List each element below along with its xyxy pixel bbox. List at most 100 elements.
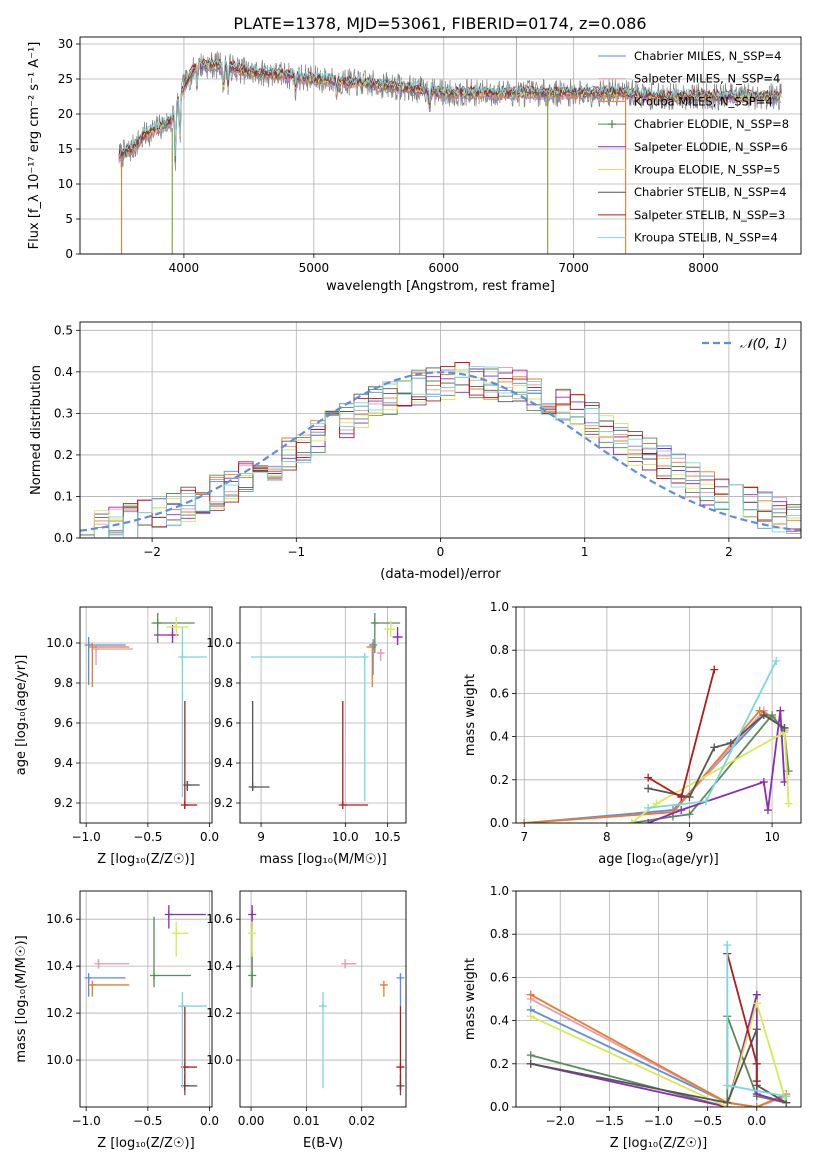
weight-point bbox=[768, 711, 777, 719]
weight-point bbox=[784, 799, 793, 808]
y-axis-label: age [log₁₀(age/yr)] bbox=[14, 655, 29, 776]
weight-point bbox=[644, 773, 653, 782]
x-tick-label: 0.00 bbox=[238, 1114, 265, 1128]
x-tick-label: 4000 bbox=[169, 261, 200, 275]
model-line bbox=[118, 58, 782, 157]
y-tick-label: 10.6 bbox=[206, 912, 233, 926]
weight-point bbox=[520, 819, 529, 823]
y-tick-label: 0.1 bbox=[54, 489, 73, 503]
y-tick-label: 1.0 bbox=[490, 600, 509, 614]
weight-point bbox=[677, 793, 686, 802]
y-tick-label: 0.4 bbox=[490, 730, 509, 744]
weight-line bbox=[530, 993, 787, 1107]
x-axis-label: Z [log₁₀(Z/Z☉)] bbox=[610, 1136, 707, 1151]
y-tick-label: 9.2 bbox=[214, 796, 233, 810]
axes-frame bbox=[239, 890, 407, 1108]
weight-point bbox=[526, 990, 535, 999]
weight-point bbox=[776, 706, 785, 715]
ebv-vs-mass-panel: 0.00 0.01 0.02 10.0 10.2 10.4 10.6 E(B-V) bbox=[206, 890, 407, 1151]
scatter-point bbox=[180, 801, 189, 809]
x-tick-label: 7 bbox=[520, 830, 528, 844]
y-tick-label: 10.0 bbox=[46, 636, 73, 650]
axes-frame bbox=[79, 36, 802, 255]
weight-line bbox=[524, 709, 773, 823]
plot-area bbox=[520, 657, 793, 823]
x-tick-label: 10.5 bbox=[374, 830, 401, 844]
x-tick-label: −0.5 bbox=[133, 830, 162, 844]
scatter-point bbox=[319, 1002, 327, 1011]
y-tick-label: 0.2 bbox=[490, 1057, 509, 1071]
scatter-point bbox=[172, 929, 181, 938]
legend-label: Chabrier STELIB, N_SSP=4 bbox=[634, 185, 786, 199]
scatter-point bbox=[84, 641, 93, 649]
scatter-point bbox=[168, 631, 177, 639]
plot-area bbox=[248, 905, 405, 1096]
plot-area bbox=[80, 361, 801, 538]
scatter-point bbox=[88, 643, 97, 651]
y-tick-label: 10.6 bbox=[46, 912, 73, 926]
x-tick-label: 9 bbox=[686, 830, 694, 844]
y-axis-label: mass [log₁₀(M/M☉)] bbox=[14, 935, 29, 1062]
grid bbox=[80, 607, 212, 823]
grid bbox=[240, 607, 406, 823]
x-axis-label: wavelength [Angstrom, rest frame] bbox=[326, 279, 555, 294]
scatter-point bbox=[369, 641, 378, 649]
legend-label: Salpeter ELODIE, N_SSP=6 bbox=[634, 140, 788, 154]
weight-point bbox=[752, 1059, 761, 1068]
weight-point bbox=[772, 657, 781, 665]
z-vs-age-panel: −1.0 −0.5 0.0 9.2 9.4 9.6 9.8 10.0 Z [log₁₀(Z/Z☉… bbox=[14, 606, 219, 867]
scatter-point bbox=[94, 959, 103, 968]
scatter-point bbox=[341, 959, 350, 968]
y-tick-label: 9.8 bbox=[54, 676, 73, 690]
scatter-point bbox=[248, 783, 257, 791]
plot-area bbox=[84, 613, 208, 809]
legend-label: Salpeter STELIB, N_SSP=3 bbox=[634, 208, 785, 222]
y-tick-label: 5 bbox=[65, 212, 73, 226]
weight-point bbox=[723, 941, 732, 949]
x-tick-label: 10 bbox=[764, 830, 779, 844]
y-tick-label: 10.4 bbox=[46, 959, 73, 973]
z-vs-mass-panel: −1.0 −0.5 0.0 10.0 10.2 10.4 10.6 Z [log₁₀(Z/Z☉… bbox=[14, 890, 219, 1151]
weight-point bbox=[782, 1092, 791, 1101]
axes-frame bbox=[79, 890, 213, 1108]
scatter-point bbox=[396, 973, 405, 982]
weight-point bbox=[759, 777, 768, 786]
x-axis-label: Z [log₁₀(Z/Z☉)] bbox=[97, 1136, 194, 1151]
plot-area bbox=[526, 941, 791, 1107]
weight-point bbox=[723, 1098, 732, 1107]
weight-line bbox=[631, 730, 790, 823]
residuals-panel: −2 −1 0 1 2 0.0 0.1 0.2 0.3 0.4 0.5 (data-model)/er… bbox=[29, 321, 802, 582]
x-tick-label: −0.5 bbox=[133, 1114, 162, 1128]
plot-area bbox=[118, 37, 782, 254]
y-tick-label: 10.4 bbox=[206, 959, 233, 973]
scatter-point bbox=[376, 649, 385, 657]
weight-point bbox=[677, 806, 686, 815]
x-tick-label: 2 bbox=[725, 545, 733, 559]
x-tick-label: 0.01 bbox=[293, 1114, 320, 1128]
x-tick-label: 0.0 bbox=[200, 830, 219, 844]
weight-point bbox=[723, 1081, 732, 1090]
figure-title: PLATE=1378, MJD=53061, FIBERID=0174, z=0… bbox=[233, 14, 646, 33]
scatter-point bbox=[248, 971, 257, 980]
x-tick-label: 0 bbox=[437, 545, 445, 559]
spectrum-panel: 4000 5000 6000 7000 8000 0 5 10 15 20 25 30 waveleng… bbox=[27, 36, 802, 294]
normal-curve bbox=[80, 371, 801, 532]
y-axis-label: mass weight bbox=[463, 674, 478, 756]
legend-label: Chabrier ELODIE, N_SSP=8 bbox=[634, 117, 789, 131]
axes-frame bbox=[239, 606, 407, 824]
weight-point bbox=[752, 1103, 761, 1107]
x-tick-label: 10.0 bbox=[332, 830, 359, 844]
x-tick-label: −1.0 bbox=[72, 830, 101, 844]
scatter-point bbox=[248, 910, 257, 919]
y-tick-label: 9.8 bbox=[214, 676, 233, 690]
y-tick-label: 0.5 bbox=[54, 323, 73, 337]
y-tick-label: 0.3 bbox=[54, 406, 73, 420]
y-tick-label: 10.0 bbox=[206, 636, 233, 650]
weight-line bbox=[647, 710, 786, 823]
y-tick-label: 0.4 bbox=[54, 365, 73, 379]
x-tick-label: −2.0 bbox=[546, 1114, 575, 1128]
legend-label: Salpeter MILES, N_SSP=4 bbox=[634, 72, 780, 86]
weight-point bbox=[627, 819, 636, 823]
scatter-point bbox=[379, 980, 388, 989]
